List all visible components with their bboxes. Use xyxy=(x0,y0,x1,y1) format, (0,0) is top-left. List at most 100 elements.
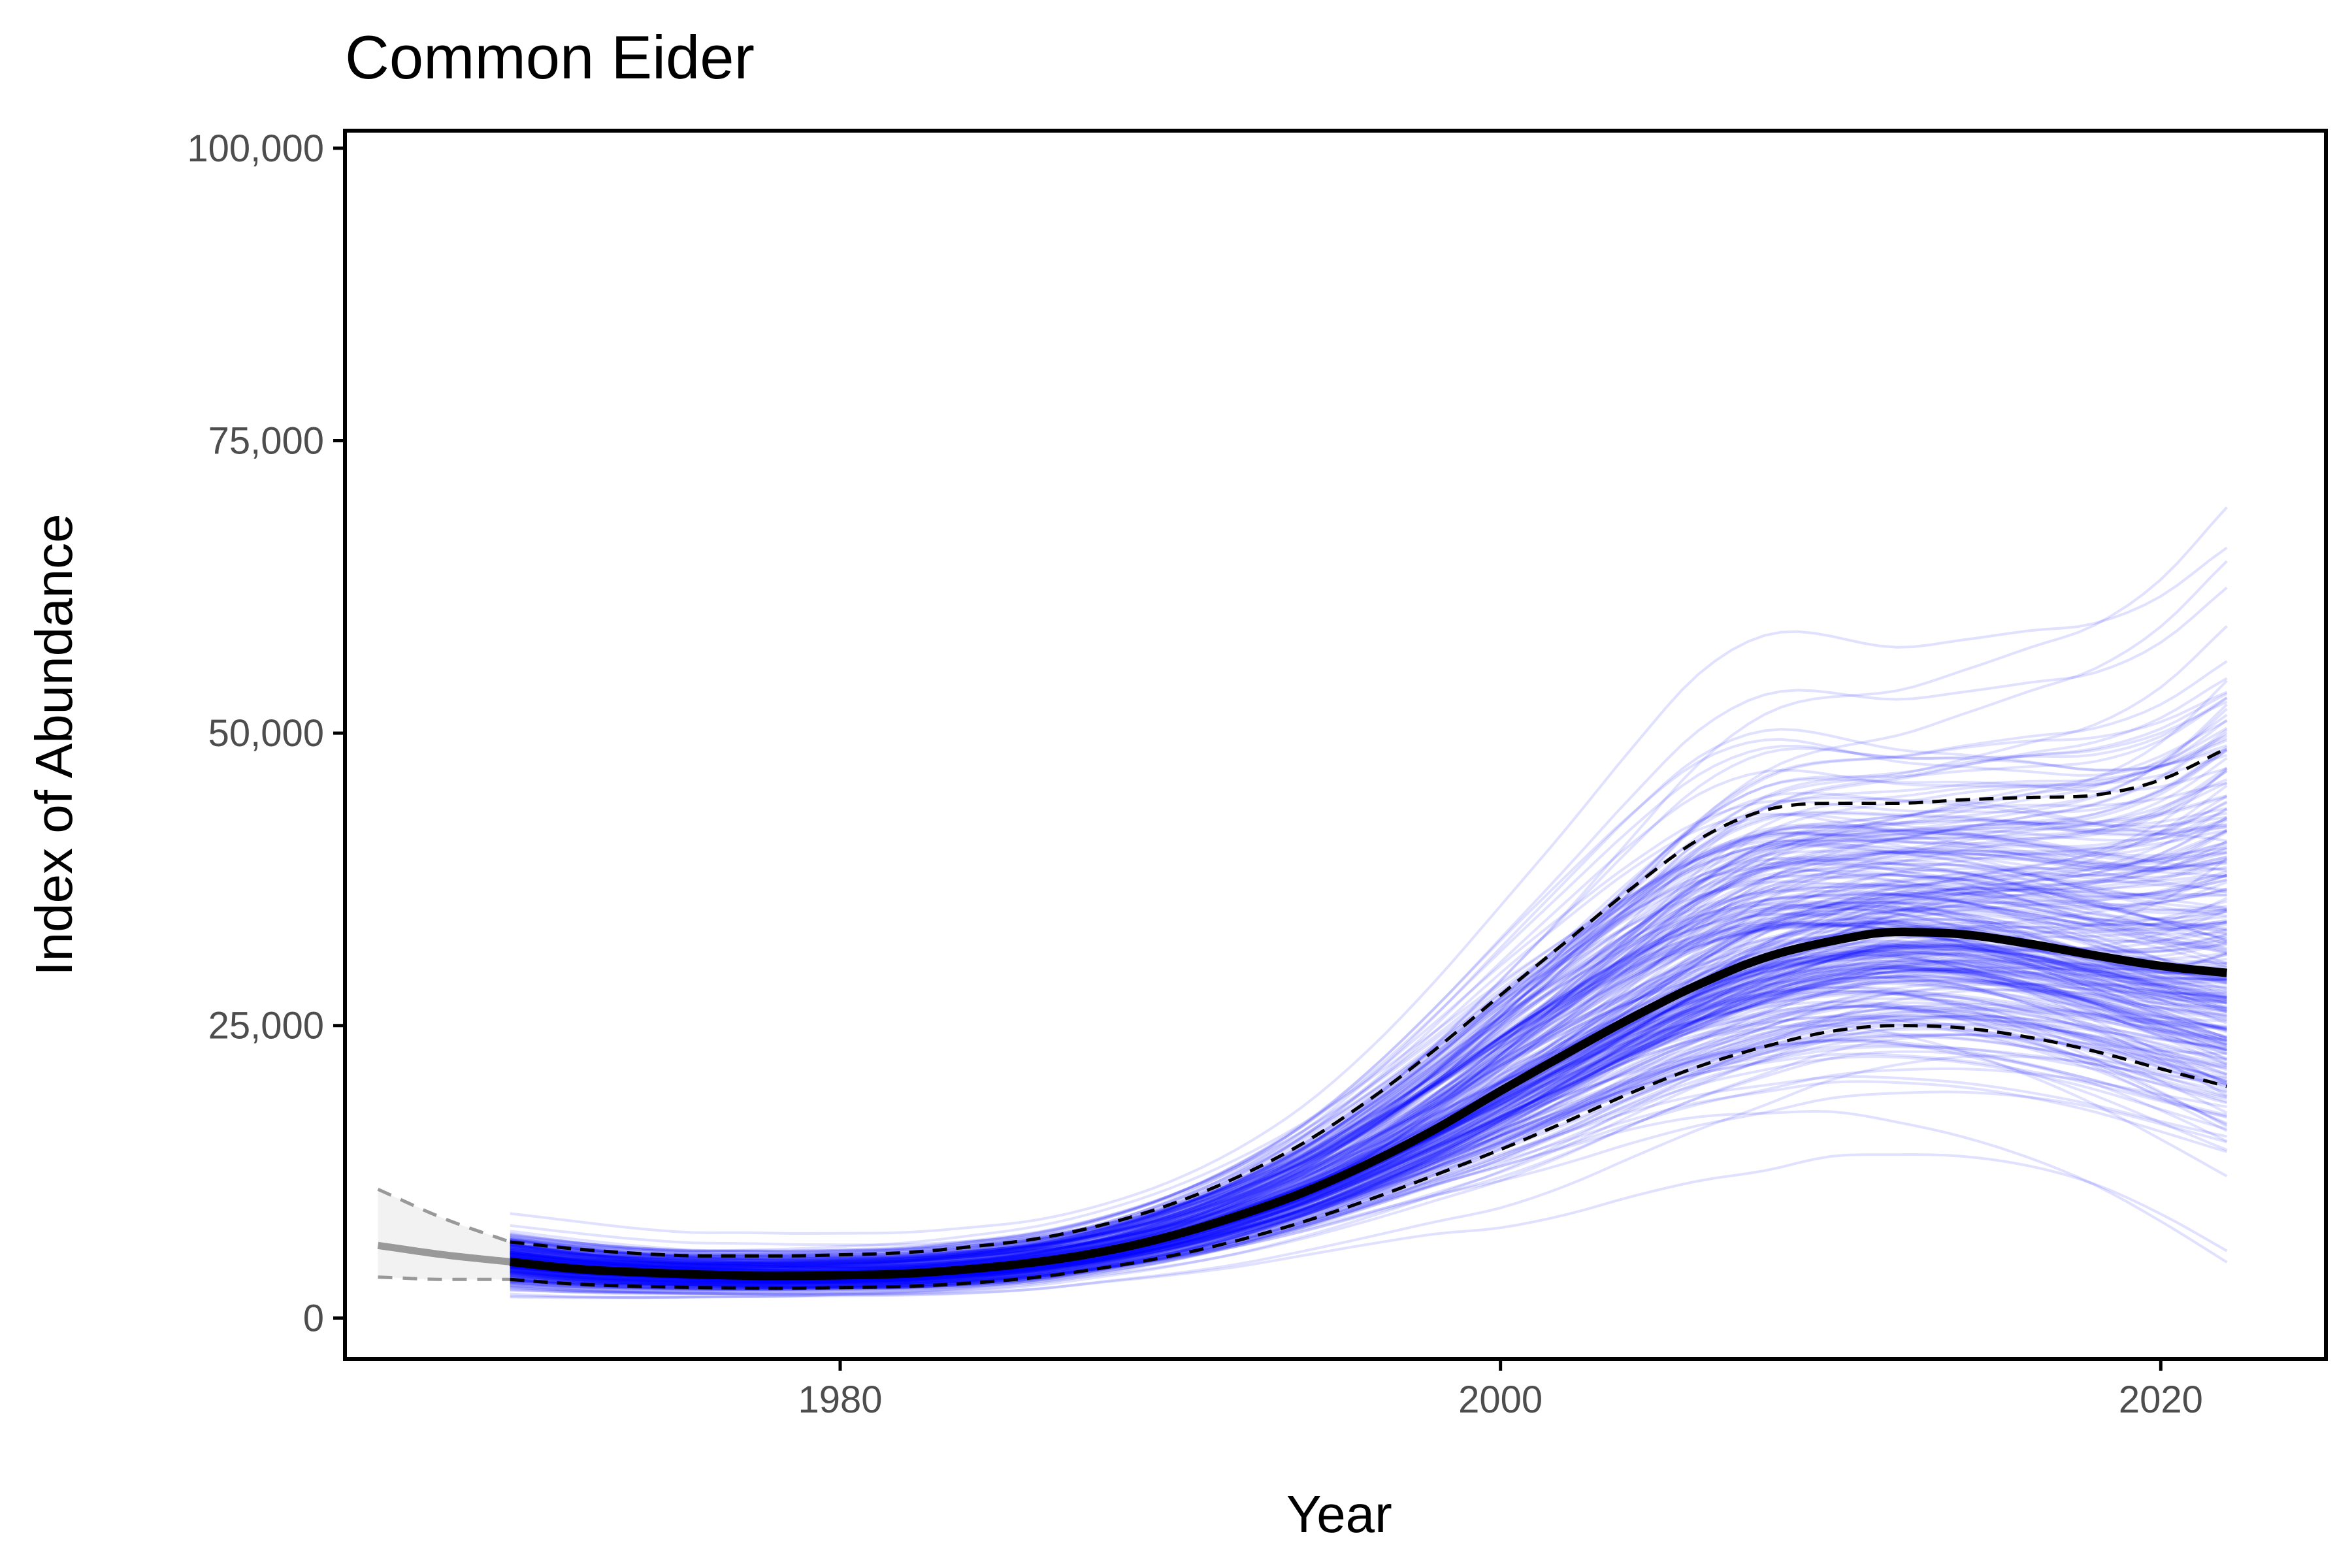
trajectory-line xyxy=(510,939,2227,1284)
trajectory-line xyxy=(510,811,2227,1271)
trajectory-line xyxy=(510,951,2228,1282)
trajectory-line xyxy=(510,808,2228,1264)
trajectory-line xyxy=(510,826,2227,1265)
trajectory-line xyxy=(510,979,2227,1285)
trajectory-line xyxy=(510,879,2227,1288)
trajectory-line xyxy=(510,962,2228,1282)
trajectory-line xyxy=(510,1033,2227,1293)
trajectory-line xyxy=(510,886,2227,1282)
trajectory-line xyxy=(510,800,2228,1269)
trajectory-line xyxy=(510,1153,2228,1296)
trajectory-line xyxy=(510,832,2227,1268)
trajectory-line xyxy=(510,851,2227,1247)
trajectory-line xyxy=(510,981,2227,1286)
trajectory-line xyxy=(510,1014,2227,1269)
trajectory-line xyxy=(510,1004,2227,1288)
trajectory-line xyxy=(510,941,2227,1285)
trajectory-line xyxy=(510,978,2227,1289)
trajectory-line xyxy=(510,1008,2227,1294)
trajectory-line xyxy=(510,1010,2228,1284)
trajectory-line xyxy=(510,747,2227,1262)
trajectory-line xyxy=(510,841,2227,1284)
x-tick-label: 2000 xyxy=(1458,1379,1543,1421)
trajectory-line xyxy=(510,943,2227,1282)
trajectory-line xyxy=(510,807,2227,1271)
trajectory-line xyxy=(510,975,2228,1271)
trajectory-line xyxy=(510,856,2227,1266)
trajectory-line xyxy=(510,970,2227,1287)
trajectory-line xyxy=(510,739,2228,1268)
trajectory-line xyxy=(510,813,2227,1272)
trajectory-line xyxy=(510,1022,2227,1288)
y-tick-label: 50,000 xyxy=(208,712,324,755)
trajectory-line xyxy=(510,933,2228,1270)
trajectory-line xyxy=(510,940,2227,1272)
trajectory-line xyxy=(510,749,2228,1253)
trajectory-line xyxy=(510,1002,2227,1287)
trajectory-line xyxy=(510,812,2227,1267)
trajectory-line xyxy=(510,1075,2227,1296)
trajectory-line xyxy=(510,949,2227,1286)
x-tick-label: 2020 xyxy=(2119,1379,2203,1421)
y-tick-label: 0 xyxy=(303,1297,324,1339)
trajectory-line xyxy=(510,924,2227,1282)
median-trend-line xyxy=(509,928,2228,1281)
trajectory-line xyxy=(510,947,2227,1270)
trajectory-line xyxy=(510,970,2227,1262)
trajectory-line xyxy=(510,967,2228,1284)
trajectory-line xyxy=(510,796,2227,1252)
trajectory-line xyxy=(510,1053,2227,1287)
trajectory-line xyxy=(510,944,2227,1284)
trajectory-line xyxy=(510,766,2228,1269)
trajectory-line xyxy=(510,953,2227,1285)
axes: 0 25,000 50,000 75,000 100,000 1980 2000 2020 xyxy=(187,127,2328,1421)
trajectory-line xyxy=(510,856,2227,1267)
trajectory-line xyxy=(510,880,2227,1254)
upper-interval-line xyxy=(510,747,2228,1258)
trajectory-line xyxy=(510,967,2227,1287)
trajectory-line xyxy=(510,794,2228,1268)
lower-interval-line xyxy=(510,1024,2228,1290)
trajectory-line xyxy=(510,823,2227,1272)
trajectory-line xyxy=(510,945,2227,1264)
trajectory-line xyxy=(510,719,2228,1267)
chart-title: Common Eider xyxy=(345,23,755,91)
trajectory-line xyxy=(510,901,2227,1273)
trajectory-line xyxy=(510,770,2228,1266)
trajectory-line xyxy=(510,849,2227,1266)
trajectory-line xyxy=(510,749,2228,1262)
trajectory-line xyxy=(510,1014,2227,1284)
trajectory-line xyxy=(510,696,2228,1256)
y-tick-label: 100,000 xyxy=(187,127,324,170)
trajectory-line xyxy=(510,900,2227,1269)
trajectory-line xyxy=(510,781,2227,1263)
trajectory-line xyxy=(510,905,2227,1288)
trajectory-line xyxy=(510,893,2227,1285)
trajectory-line xyxy=(510,840,2228,1273)
posterior-trajectories xyxy=(510,506,2228,1299)
trajectory-line xyxy=(510,968,2227,1284)
trajectory-line xyxy=(510,858,2228,1282)
trajectory-line xyxy=(510,791,2227,1268)
trajectory-line xyxy=(510,560,2228,1260)
trajectory-line xyxy=(510,943,2227,1266)
trajectory-line xyxy=(510,905,2227,1288)
trajectory-line xyxy=(510,898,2227,1273)
trajectory-line xyxy=(510,808,2228,1286)
trajectory-line xyxy=(510,943,2227,1286)
y-tick-label: 25,000 xyxy=(208,1005,324,1047)
trajectory-line xyxy=(510,1033,2227,1284)
trajectory-line xyxy=(510,819,2228,1264)
trajectory-line xyxy=(510,979,2227,1292)
trajectory-line xyxy=(510,831,2227,1262)
trajectory-line xyxy=(510,988,2227,1299)
trajectory-line xyxy=(510,858,2227,1271)
trajectory-line xyxy=(510,700,2228,1265)
trajectory-line xyxy=(510,828,2227,1264)
trajectory-line xyxy=(510,947,2227,1286)
trajectory-line xyxy=(510,945,2227,1284)
trajectory-line xyxy=(510,960,2227,1283)
trajectory-line xyxy=(510,1032,2227,1299)
trajectory-line xyxy=(510,844,2227,1265)
